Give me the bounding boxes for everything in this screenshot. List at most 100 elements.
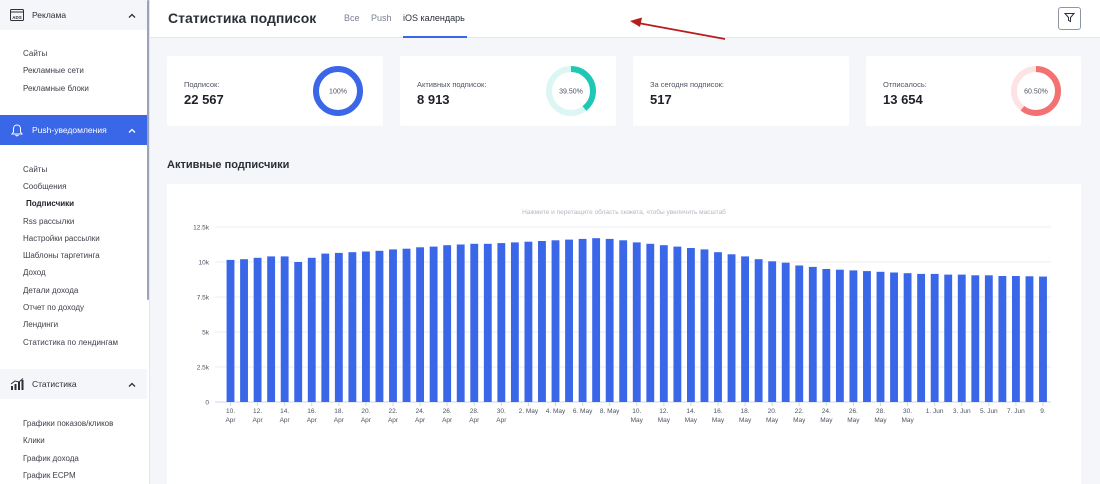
sidebar-item-ad-networks[interactable]: Рекламные сети bbox=[23, 66, 84, 75]
bar[interactable] bbox=[944, 274, 953, 402]
tab-ios-calendar[interactable]: iOS календарь bbox=[403, 13, 465, 23]
bar[interactable] bbox=[930, 273, 939, 402]
bar[interactable] bbox=[673, 246, 682, 402]
bar[interactable] bbox=[551, 240, 560, 402]
bar[interactable] bbox=[903, 273, 912, 402]
bar[interactable] bbox=[483, 243, 492, 402]
sidebar-item-sites[interactable]: Сайты bbox=[23, 49, 48, 58]
sidebar-item-mailing-settings[interactable]: Настройки рассылки bbox=[23, 234, 100, 243]
bar[interactable] bbox=[497, 243, 506, 402]
sidebar-item-income[interactable]: Доход bbox=[23, 268, 46, 277]
stat-card-today: За сегодня подписок: 517 bbox=[633, 56, 849, 126]
bar[interactable] bbox=[429, 246, 438, 402]
bar[interactable] bbox=[416, 247, 425, 402]
bar[interactable] bbox=[957, 274, 966, 402]
bar-chart[interactable]: 0 2.5k 5k 7.5k 10k 12.5k 10. Apr 12. Apr 14. Apr 16.… bbox=[167, 184, 1081, 484]
bar[interactable] bbox=[538, 241, 546, 402]
chart-panel[interactable]: Нажмите и перетащите область сюжета, что… bbox=[167, 184, 1081, 484]
bar[interactable] bbox=[565, 239, 573, 402]
bar[interactable] bbox=[998, 276, 1007, 402]
bar[interactable] bbox=[592, 238, 601, 402]
filter-button[interactable] bbox=[1058, 7, 1081, 30]
tab-push[interactable]: Push bbox=[371, 13, 392, 23]
x-tick-label: 1. Jun bbox=[926, 408, 944, 415]
sidebar-item-targeting-templates[interactable]: Шаблоны таргетинга bbox=[23, 251, 100, 260]
chevron-up-icon[interactable] bbox=[127, 10, 137, 20]
bar[interactable] bbox=[917, 273, 926, 402]
bar[interactable] bbox=[727, 254, 736, 402]
bar[interactable] bbox=[714, 252, 722, 402]
x-tick-label: Apr bbox=[442, 417, 453, 424]
bar[interactable] bbox=[578, 238, 587, 402]
sidebar-item-ad-blocks[interactable]: Рекламные блоки bbox=[23, 84, 89, 93]
bar[interactable] bbox=[294, 262, 303, 402]
bar[interactable] bbox=[510, 242, 519, 402]
bar[interactable] bbox=[835, 269, 844, 402]
sidebar-item-messages[interactable]: Сообщения bbox=[23, 182, 67, 191]
bar[interactable] bbox=[280, 256, 289, 402]
bar[interactable] bbox=[632, 242, 641, 402]
bar[interactable] bbox=[334, 252, 343, 402]
bar[interactable] bbox=[348, 252, 357, 402]
sidebar-item-push-sites[interactable]: Сайты bbox=[23, 165, 48, 174]
sidebar-item-ecpm-chart[interactable]: График ECPM bbox=[23, 471, 76, 480]
bar[interactable] bbox=[890, 272, 898, 403]
bar[interactable] bbox=[863, 271, 871, 402]
bar[interactable] bbox=[524, 241, 533, 402]
bar[interactable] bbox=[741, 256, 750, 402]
bar[interactable] bbox=[808, 266, 817, 402]
bar[interactable] bbox=[361, 251, 370, 403]
sidebar-item-landing-stats[interactable]: Статистика по лендингам bbox=[23, 338, 119, 347]
bar[interactable] bbox=[1039, 276, 1047, 402]
bar[interactable] bbox=[659, 245, 668, 402]
bar[interactable] bbox=[619, 240, 628, 402]
bar[interactable] bbox=[443, 245, 452, 402]
x-tick-label: 28. bbox=[470, 408, 479, 415]
bar[interactable] bbox=[605, 238, 614, 402]
sidebar-section-ads[interactable]: ADS Реклама bbox=[0, 0, 147, 30]
sidebar-item-income-details[interactable]: Детали дохода bbox=[23, 286, 79, 295]
bar[interactable] bbox=[307, 257, 316, 402]
bar[interactable] bbox=[321, 253, 330, 402]
sidebar-item-clicks[interactable]: Клики bbox=[23, 436, 45, 445]
bar[interactable] bbox=[456, 244, 465, 403]
bar[interactable] bbox=[240, 259, 248, 402]
bar[interactable] bbox=[754, 259, 763, 402]
x-tick-label: May bbox=[874, 417, 887, 424]
x-tick-label: 30. bbox=[903, 408, 912, 415]
bar[interactable] bbox=[971, 275, 980, 402]
x-tick-label: 18. bbox=[334, 408, 343, 415]
sidebar-item-rss[interactable]: Rss рассылки bbox=[23, 217, 75, 226]
sidebar-section-stats[interactable]: Статистика bbox=[0, 369, 147, 399]
bar[interactable] bbox=[267, 256, 276, 402]
sidebar-scrollbar[interactable] bbox=[147, 0, 149, 300]
sidebar-item-subscribers[interactable]: Подписчики bbox=[26, 199, 75, 208]
bar[interactable] bbox=[375, 250, 384, 402]
sidebar-item-income-report[interactable]: Отчет по доходу bbox=[23, 303, 85, 312]
sidebar-item-landings[interactable]: Лендинги bbox=[23, 320, 59, 329]
sidebar-item-impressions-charts[interactable]: Графики показов/кликов bbox=[23, 419, 114, 428]
chevron-up-icon[interactable] bbox=[127, 379, 137, 389]
bar[interactable] bbox=[1011, 276, 1020, 402]
bar[interactable] bbox=[876, 271, 885, 402]
bar[interactable] bbox=[253, 257, 262, 402]
chevron-up-icon[interactable] bbox=[127, 125, 137, 135]
bar[interactable] bbox=[700, 249, 709, 402]
bar[interactable] bbox=[849, 270, 858, 402]
bar[interactable] bbox=[402, 248, 411, 402]
bar[interactable] bbox=[781, 262, 790, 402]
bar[interactable] bbox=[389, 249, 397, 402]
bar[interactable] bbox=[226, 259, 235, 402]
sidebar-section-push[interactable]: Push-уведомления bbox=[0, 115, 147, 145]
bar[interactable] bbox=[470, 243, 479, 402]
bar[interactable] bbox=[646, 243, 655, 402]
bar[interactable] bbox=[768, 261, 777, 402]
y-tick-label: 2.5k bbox=[197, 365, 210, 372]
bar[interactable] bbox=[822, 269, 831, 402]
sidebar-item-income-chart[interactable]: График дохода bbox=[23, 454, 79, 463]
bar[interactable] bbox=[984, 275, 993, 402]
bar[interactable] bbox=[686, 248, 695, 402]
bar[interactable] bbox=[795, 265, 804, 403]
bar[interactable] bbox=[1025, 276, 1034, 402]
tab-all[interactable]: Все bbox=[344, 13, 360, 23]
